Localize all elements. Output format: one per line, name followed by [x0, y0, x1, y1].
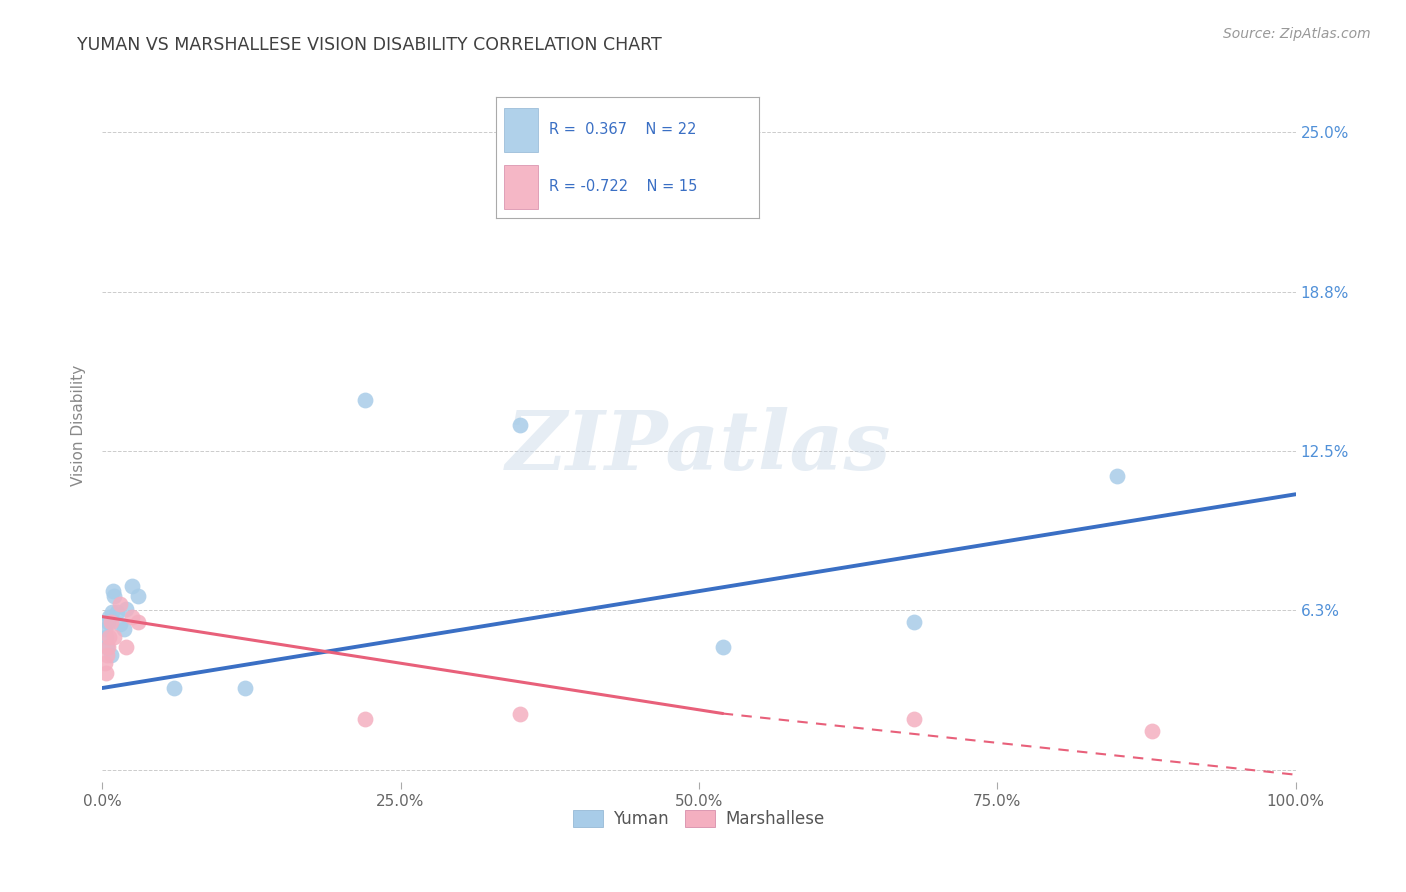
Point [103, 589, 125, 603]
Point [163, 681, 186, 695]
Point [96, 640, 118, 655]
Point [903, 712, 925, 726]
Point [93, 623, 115, 637]
Point [127, 615, 149, 629]
Point [115, 602, 138, 616]
Point [97, 640, 120, 655]
Point [101, 584, 124, 599]
Point [100, 605, 122, 619]
Point [903, 615, 925, 629]
Point [509, 418, 531, 433]
Point [711, 640, 734, 655]
Point [98, 609, 121, 624]
Y-axis label: Vision Disability: Vision Disability [72, 365, 86, 486]
Point [1142, 724, 1164, 739]
Point [108, 597, 131, 611]
Point [94, 665, 117, 680]
Text: YUMAN VS MARSHALLESE VISION DISABILITY CORRELATION CHART: YUMAN VS MARSHALLESE VISION DISABILITY C… [77, 36, 662, 54]
Point [108, 617, 131, 632]
Point [353, 712, 375, 726]
Point [1105, 469, 1128, 483]
Point [94, 630, 117, 644]
Point [103, 630, 125, 644]
Text: Source: ZipAtlas.com: Source: ZipAtlas.com [1223, 27, 1371, 41]
Point [121, 609, 143, 624]
Point [353, 392, 375, 407]
Point [93, 656, 115, 670]
Point [509, 706, 531, 721]
Text: ZIPatlas: ZIPatlas [506, 407, 891, 487]
Point [100, 615, 122, 629]
Point [112, 623, 135, 637]
Point [97, 615, 120, 629]
Point [105, 605, 128, 619]
Point [115, 640, 138, 655]
Legend: Yuman, Marshallese: Yuman, Marshallese [567, 803, 831, 835]
Point [100, 648, 122, 662]
Point [121, 579, 143, 593]
Point [98, 630, 121, 644]
Point [96, 648, 118, 662]
Point [127, 589, 149, 603]
Point [235, 681, 257, 695]
